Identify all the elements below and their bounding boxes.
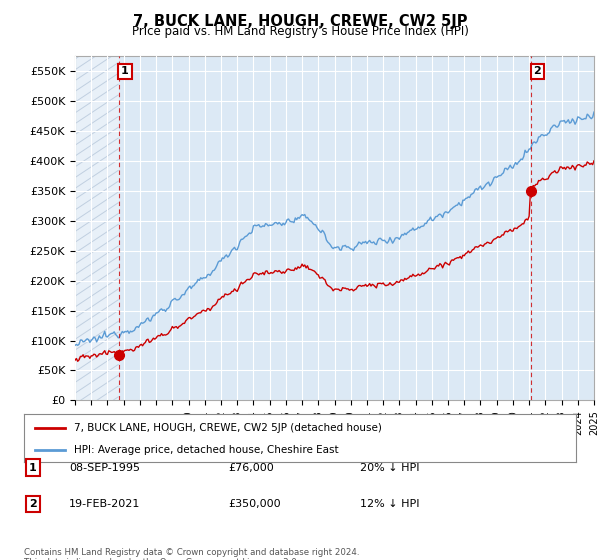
Text: 7, BUCK LANE, HOUGH, CREWE, CW2 5JP (detached house): 7, BUCK LANE, HOUGH, CREWE, CW2 5JP (det… <box>74 423 382 433</box>
Text: 1: 1 <box>29 463 37 473</box>
Text: 20% ↓ HPI: 20% ↓ HPI <box>360 463 419 473</box>
Text: 2: 2 <box>533 66 541 76</box>
Text: 2: 2 <box>29 499 37 509</box>
Text: Contains HM Land Registry data © Crown copyright and database right 2024.
This d: Contains HM Land Registry data © Crown c… <box>24 548 359 560</box>
Text: 08-SEP-1995: 08-SEP-1995 <box>69 463 140 473</box>
Text: 19-FEB-2021: 19-FEB-2021 <box>69 499 140 509</box>
Text: Price paid vs. HM Land Registry's House Price Index (HPI): Price paid vs. HM Land Registry's House … <box>131 25 469 38</box>
Text: HPI: Average price, detached house, Cheshire East: HPI: Average price, detached house, Ches… <box>74 445 338 455</box>
Text: 1: 1 <box>121 66 129 76</box>
Text: £350,000: £350,000 <box>228 499 281 509</box>
Text: £76,000: £76,000 <box>228 463 274 473</box>
Text: 7, BUCK LANE, HOUGH, CREWE, CW2 5JP: 7, BUCK LANE, HOUGH, CREWE, CW2 5JP <box>133 14 467 29</box>
Text: 12% ↓ HPI: 12% ↓ HPI <box>360 499 419 509</box>
